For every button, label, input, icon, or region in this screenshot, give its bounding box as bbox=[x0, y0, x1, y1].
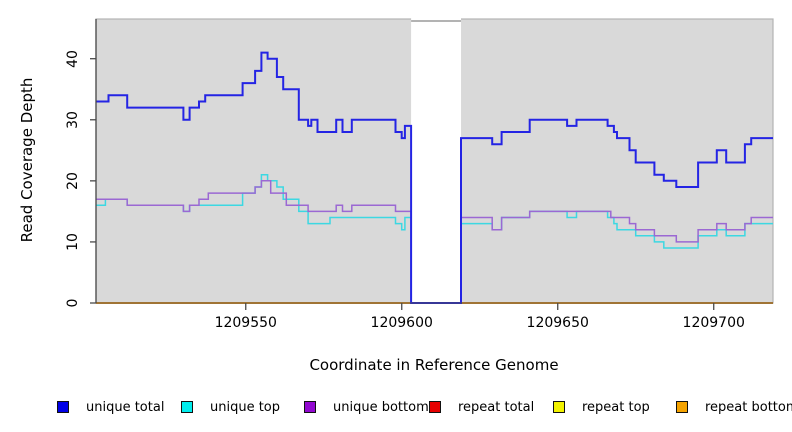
legend-swatch-icon bbox=[304, 401, 316, 413]
legend-item-unique-total: unique total bbox=[57, 399, 165, 415]
legend-label: unique bottom bbox=[333, 399, 429, 415]
legend-swatch-icon bbox=[429, 401, 441, 413]
legend-label: repeat top bbox=[582, 399, 650, 415]
legend-item-repeat-total: repeat total bbox=[429, 399, 535, 415]
legend-label: repeat total bbox=[458, 399, 535, 415]
x-tick-label: 1209700 bbox=[682, 315, 745, 331]
y-tick-label: 0 bbox=[65, 298, 81, 308]
y-tick-label: 20 bbox=[65, 171, 81, 190]
legend-swatch-icon bbox=[181, 401, 193, 413]
x-axis-title: Coordinate in Reference Genome bbox=[309, 356, 559, 374]
y-tick-label: 10 bbox=[65, 233, 81, 251]
x-tick-label: 1209600 bbox=[370, 315, 433, 331]
legend-swatch-icon bbox=[57, 401, 69, 413]
y-tick-label: 40 bbox=[65, 49, 81, 68]
legend-item-unique-top: unique top bbox=[181, 399, 281, 415]
no-data-gap-mask bbox=[411, 13, 462, 303]
legend-label: unique total bbox=[86, 399, 165, 415]
y-tick-label: 30 bbox=[65, 110, 81, 129]
series-unique-total bbox=[96, 51, 773, 304]
legend-item-repeat-top: repeat top bbox=[553, 399, 650, 415]
legend-label: unique top bbox=[210, 399, 281, 415]
legend-swatch-icon bbox=[553, 401, 565, 413]
legend-swatch-icon bbox=[676, 401, 688, 413]
legend-item-repeat-bottom: repeat bottom bbox=[676, 399, 792, 415]
x-tick-label: 1209550 bbox=[214, 315, 277, 331]
y-axis-title: Read Coverage Depth bbox=[18, 77, 36, 243]
legend-item-unique-bottom: unique bottom bbox=[304, 399, 429, 415]
x-tick-label: 1209650 bbox=[526, 315, 589, 331]
legend-label: repeat bottom bbox=[705, 399, 792, 415]
